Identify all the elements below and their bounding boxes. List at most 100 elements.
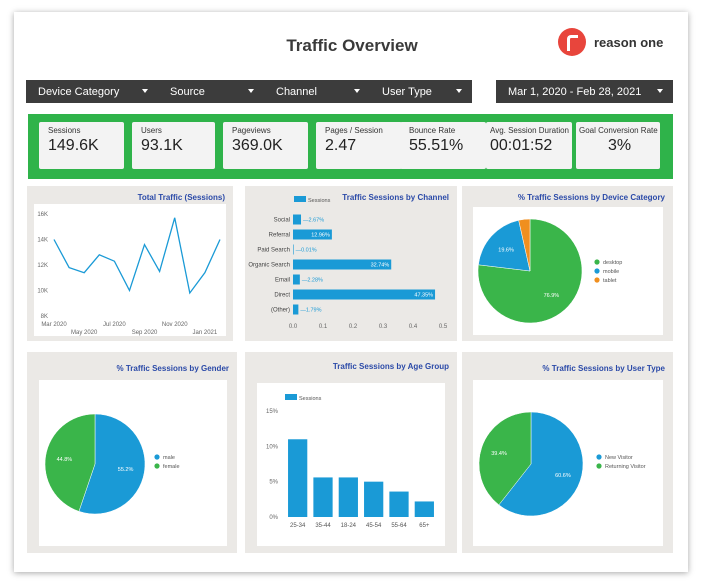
y-tick-label: 10K [37, 289, 48, 295]
data-label: 47.35% [414, 293, 433, 299]
x-tick-label: Mar 2020 [41, 322, 67, 328]
bar [293, 289, 436, 300]
slice-label: 60.6% [555, 473, 571, 479]
bar [364, 481, 384, 517]
x-tick-label: 0.4 [409, 324, 418, 330]
chevron-down-icon [456, 89, 462, 93]
x-tick-label: 65+ [419, 523, 430, 529]
pie-slice [478, 411, 532, 506]
y-tick-label: 8K [41, 314, 48, 320]
kpi-label: Goal Conversion Rate [579, 126, 658, 135]
x-tick-label: 0.2 [349, 324, 358, 330]
kpi-value: 93.1K [141, 137, 183, 154]
kpi-value: 369.0K [232, 137, 283, 154]
kpi-label: Users [141, 126, 162, 135]
bar [389, 491, 409, 517]
data-label: —2.28% [302, 278, 323, 284]
legend-swatch [294, 196, 306, 202]
slice-label: 55.2% [118, 467, 134, 473]
bar [293, 214, 302, 225]
kpi-value: 55.51% [409, 137, 464, 154]
channel-filter-label: Channel [276, 85, 317, 98]
series-line-sessions [53, 217, 221, 295]
y-tick-label: 16K [37, 212, 48, 218]
pie-slice [44, 413, 96, 512]
chevron-down-icon [657, 89, 663, 93]
chart-title: % Traffic Sessions by User Type [542, 364, 665, 373]
y-tick-label: 0% [269, 515, 278, 521]
y-tick-label: 10% [266, 444, 279, 450]
y-tick-label: 15% [266, 409, 279, 415]
chevron-down-icon [248, 89, 254, 93]
brand-logo: reason one [558, 28, 663, 56]
device-canvas: 76.9% 19.6% desktop mobile tablet [473, 207, 663, 335]
legend-label: female [163, 464, 180, 470]
source-filter-label: Source [170, 85, 205, 98]
legend-label: Sessions [308, 198, 331, 204]
y-tick-label: 14K [37, 238, 48, 244]
channel-filter[interactable]: Channel [264, 80, 370, 103]
legend-swatch [594, 277, 600, 283]
x-tick-label: 0.3 [379, 324, 388, 330]
legend-label: male [163, 455, 175, 461]
chart-title: Traffic Sessions by Age Group [332, 362, 449, 371]
pie-slice [477, 218, 583, 324]
kpi-label: Avg. Session Duration [490, 126, 570, 135]
chevron-down-icon [142, 89, 148, 93]
category-label: Social [274, 218, 290, 224]
x-tick-label: Sep 2020 [132, 330, 158, 336]
pie-slice [518, 218, 531, 272]
kpi-label: Sessions [48, 126, 81, 135]
x-tick-label: 18-24 [341, 523, 357, 529]
data-label: 12.96% [311, 233, 330, 239]
legend-swatch [154, 463, 160, 469]
chart-title: Total Traffic (Sessions) [137, 193, 225, 202]
kpi-label: Bounce Rate [409, 126, 456, 135]
data-label: —2.67% [303, 218, 324, 224]
bar [293, 304, 299, 315]
user-type-canvas: 60.6% 39.4% New Visitor Returning Visitor [473, 380, 663, 546]
channel-chart: Sessions Social —2.67% Referral 12.96% Paid S… [248, 196, 448, 330]
brand-logo-icon [558, 28, 586, 56]
legend-swatch [285, 394, 297, 400]
kpi-sessions: Sessions 149.6K [39, 122, 124, 169]
kpi-pageviews: Pageviews 369.0K [223, 122, 308, 169]
legend-label: Sessions [299, 396, 322, 402]
source-filter[interactable]: Source [158, 80, 264, 103]
data-label: —0.01% [296, 248, 317, 254]
device-category-filter[interactable]: Device Category [26, 80, 158, 103]
legend-swatch [154, 454, 160, 460]
category-label: Referral [269, 233, 290, 239]
slice-label: 44.8% [57, 457, 73, 463]
x-tick-label: 45-54 [366, 523, 382, 529]
age-canvas: Sessions 15% 10% 5% 0% 25-34 35-44 18-24 45-54 55… [257, 383, 445, 546]
chart-title: % Traffic Sessions by Device Category [517, 193, 665, 202]
kpi-label: Pages / Session [325, 126, 383, 135]
x-tick-label: 55-64 [391, 523, 407, 529]
total-traffic-chart: Sessions 16K 14K 12K 10K 8K Mar 2020 Jul 2020 No… [37, 199, 221, 336]
total-traffic-canvas: Sessions 16K 14K 12K 10K 8K Mar 2020 Jul 2020 No… [34, 199, 226, 336]
x-tick-label: Nov 2020 [162, 322, 188, 328]
legend-swatch [596, 454, 602, 460]
x-tick-label: 0.0 [289, 324, 298, 330]
x-tick-label: 35-44 [315, 523, 331, 529]
brand-logo-text: reason one [594, 34, 664, 50]
pie-slice [498, 411, 584, 517]
chevron-down-icon [354, 89, 360, 93]
kpi-value: 2.47 [325, 137, 357, 154]
date-range-picker[interactable]: Mar 1, 2020 - Feb 28, 2021 [496, 80, 673, 103]
category-label: Paid Search [257, 248, 290, 254]
bar [288, 439, 308, 517]
kpi-bar: Sessions 149.6K Users 93.1K Pageviews 36… [28, 114, 673, 179]
channel-canvas: Sessions Social —2.67% Referral 12.96% Paid S… [246, 194, 452, 336]
gender-canvas: 55.2% 44.8% male female [39, 380, 227, 546]
slice-label: 39.4% [491, 451, 507, 457]
kpi-users: Users 93.1K [132, 122, 215, 169]
chart-title: % Traffic Sessions by Gender [116, 364, 229, 373]
pie-slice [478, 219, 531, 272]
legend-swatch [594, 268, 600, 274]
legend-swatch [596, 463, 602, 469]
bar [338, 477, 358, 517]
device-category-filter-label: Device Category [38, 85, 120, 98]
user-type-filter[interactable]: User Type [370, 80, 472, 103]
